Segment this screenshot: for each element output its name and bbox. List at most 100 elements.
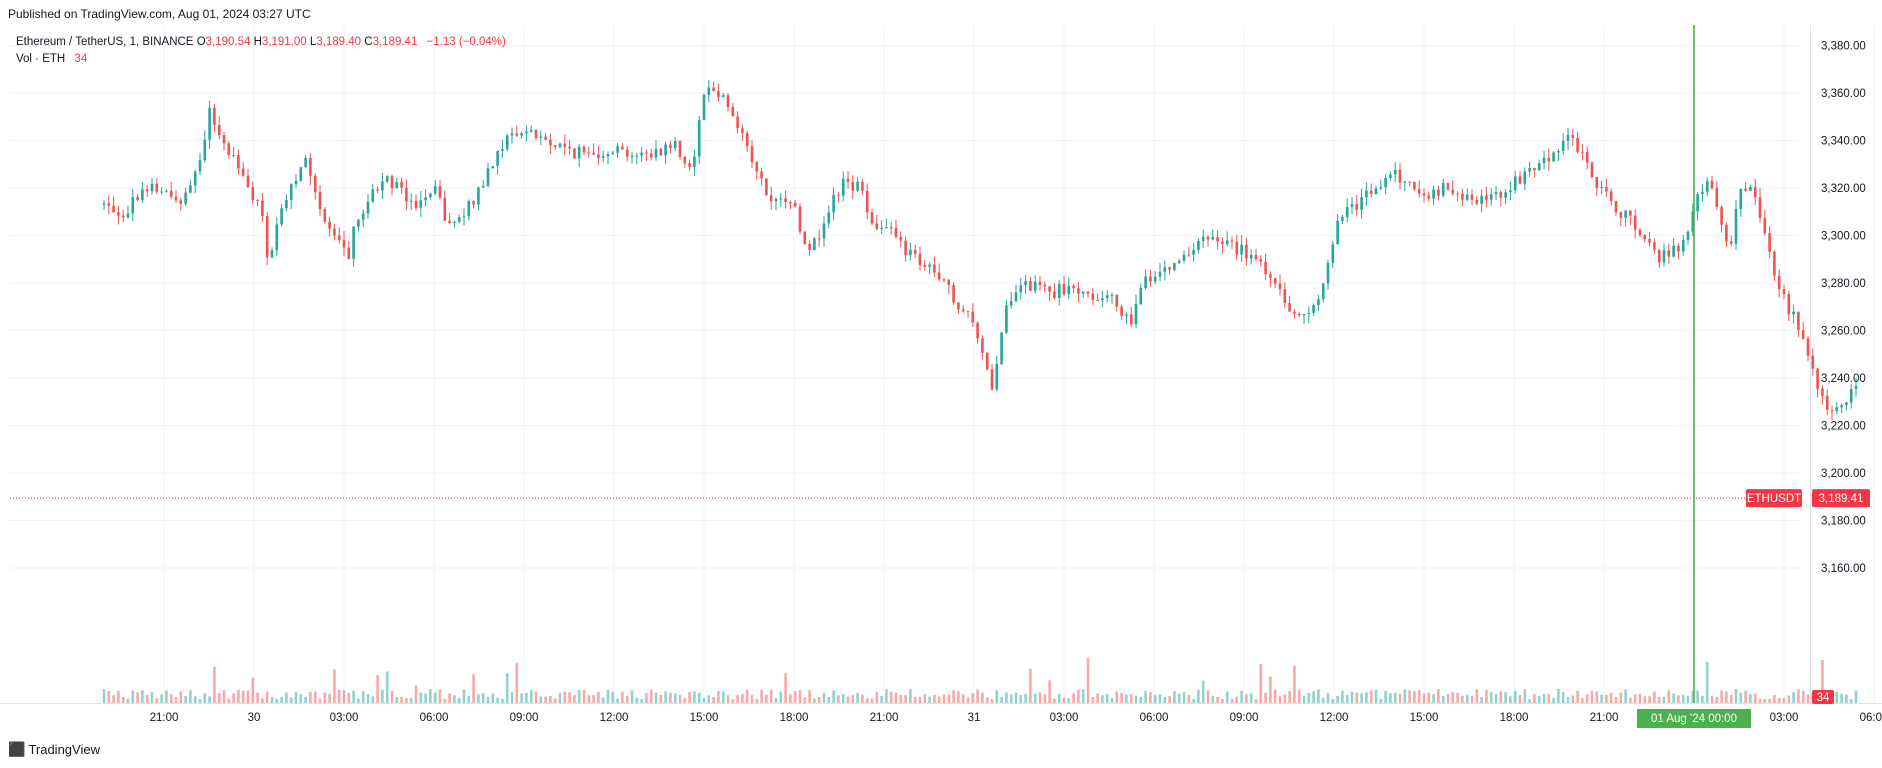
candle-body — [1705, 180, 1709, 192]
volume-bar — [1278, 696, 1282, 703]
volume-bar — [155, 698, 159, 703]
volume-bar — [1312, 691, 1315, 703]
candle-body — [481, 185, 485, 188]
volume-bar — [1273, 689, 1277, 703]
volume-bar — [621, 691, 624, 703]
volume-bar — [1384, 690, 1387, 703]
candle-body — [630, 155, 634, 157]
volume-bar — [1470, 695, 1474, 703]
candle-body — [1437, 189, 1440, 196]
candle-body — [237, 155, 240, 169]
candle-body — [621, 146, 624, 150]
volume-bar — [1269, 676, 1272, 703]
volume-bar — [1249, 693, 1253, 703]
candle-body — [1201, 236, 1205, 241]
candle-body — [1485, 195, 1488, 200]
candle-body — [198, 160, 202, 172]
volume-bar — [1552, 697, 1555, 703]
candle-body — [683, 156, 687, 164]
crosshair-time-label-text: 01 Aug '24 00:00 — [1651, 713, 1737, 725]
candle-body — [1072, 285, 1075, 289]
candle-body — [669, 144, 672, 149]
candle-body — [160, 191, 163, 193]
volume-bar — [429, 689, 432, 703]
candle-body — [1062, 283, 1066, 295]
volume-bar — [769, 689, 773, 703]
candle-body — [880, 228, 883, 230]
candle-body — [1158, 271, 1162, 277]
candle-body — [1283, 289, 1287, 303]
volume-bar — [1014, 692, 1018, 703]
volume-bar — [280, 696, 283, 703]
candle-body — [179, 200, 183, 204]
candle-body — [155, 183, 159, 192]
volume-bar — [1163, 696, 1167, 703]
y-tick-label: 3,300.00 — [1821, 231, 1866, 243]
candle-body — [270, 250, 274, 258]
volume-bar — [1643, 696, 1647, 703]
candle-body — [1115, 294, 1119, 307]
volume-bar — [933, 694, 936, 703]
y-tick-label: 3,180.00 — [1821, 516, 1866, 528]
y-tick-label: 3,240.00 — [1821, 373, 1866, 385]
volume-bar — [1633, 694, 1637, 703]
candle-body — [1413, 181, 1416, 190]
candle-body — [1667, 250, 1671, 257]
candle-body — [1369, 190, 1373, 195]
candle-body — [952, 285, 955, 303]
candle-body — [933, 264, 936, 273]
volume-bar — [1653, 691, 1656, 703]
candle-body — [1840, 405, 1843, 408]
candle-body — [1566, 134, 1570, 141]
candle-body — [525, 131, 528, 134]
volume-bar — [505, 672, 509, 703]
candle-body — [280, 208, 283, 225]
volume-bar — [1120, 692, 1123, 703]
candle-body — [976, 322, 979, 339]
volume-bar — [1398, 693, 1402, 703]
volume-bar — [198, 698, 202, 703]
volume-bar — [1494, 694, 1498, 703]
candle-body — [745, 132, 749, 147]
volume-bar — [673, 693, 677, 703]
candle-body — [1091, 293, 1095, 300]
volume-bar — [1441, 695, 1445, 703]
candle-body — [721, 95, 725, 98]
candle-body — [1427, 195, 1431, 199]
candle-body — [1067, 285, 1071, 295]
candle-body — [1048, 286, 1051, 292]
candle-body — [381, 181, 384, 191]
candle-body — [1648, 238, 1651, 243]
legend-volume-row: Vol · ETH 34 — [16, 51, 506, 68]
volume-bar — [923, 694, 927, 703]
candle-body — [1811, 355, 1815, 369]
candle-body — [1696, 194, 1699, 212]
volume-bar — [1259, 664, 1263, 703]
volume-bar — [928, 696, 931, 703]
volume-bar — [966, 697, 970, 703]
volume-bar — [822, 692, 826, 703]
volume-bar — [1331, 698, 1335, 703]
candle-body — [1653, 242, 1656, 250]
candle-body — [136, 197, 139, 201]
candle-body — [947, 279, 951, 286]
x-tick-label: 03:00 — [1050, 712, 1079, 724]
tradingview-logo-icon: ⬛ — [8, 741, 25, 757]
candle-body — [717, 90, 720, 98]
candle-body — [1254, 254, 1258, 260]
candle-body — [1432, 189, 1435, 199]
candle-body — [1149, 276, 1152, 282]
candle-body — [1086, 291, 1090, 294]
volume-bar — [808, 690, 811, 703]
crosshair-time-label — [1637, 709, 1751, 728]
volume-bar — [995, 690, 999, 703]
volume-bar — [889, 691, 893, 703]
volume-bar — [150, 691, 154, 703]
volume-bar — [1849, 698, 1853, 703]
volume-bar — [649, 689, 653, 703]
candle-body — [1365, 190, 1368, 198]
volume-bar — [256, 692, 259, 703]
candle-body — [712, 87, 715, 91]
candle-body — [760, 171, 763, 179]
